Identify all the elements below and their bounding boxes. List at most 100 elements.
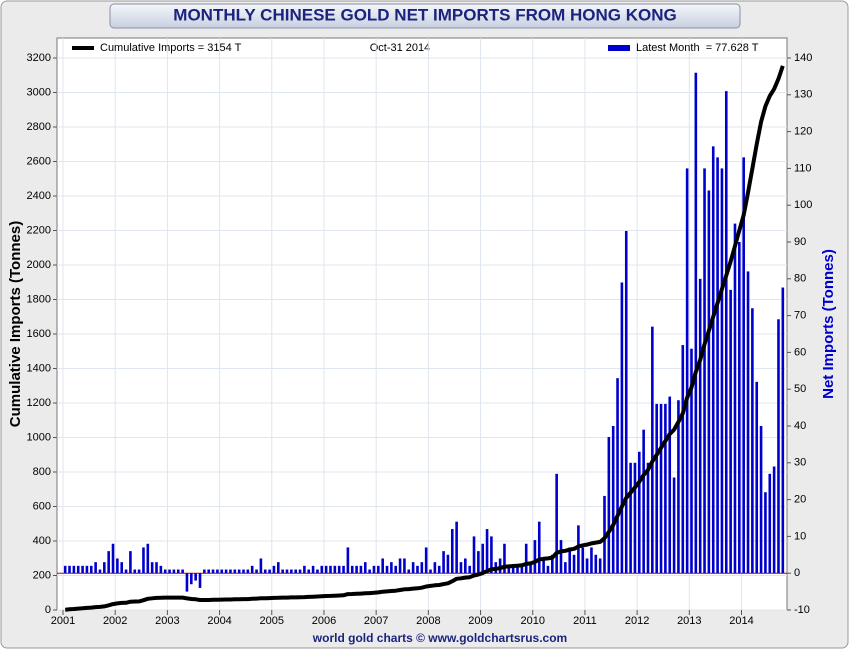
bar (603, 495, 606, 574)
bar (607, 437, 611, 574)
y2-axis-label: Net Imports (Tonnes) (820, 249, 837, 399)
x-tick-label: 2009 (468, 615, 492, 627)
bar (629, 462, 632, 574)
y2-tick-label: 30 (794, 457, 806, 469)
bar (146, 543, 150, 574)
bar (363, 562, 367, 574)
bar (755, 381, 759, 574)
bar (681, 345, 685, 574)
bar (394, 565, 398, 574)
bar (372, 565, 376, 574)
bar (68, 565, 71, 574)
bar (120, 562, 124, 574)
bar (337, 565, 341, 574)
bar (294, 569, 297, 574)
bar (594, 554, 598, 574)
bar (485, 529, 489, 574)
bar (724, 91, 728, 574)
y-tick-label: 1600 (27, 328, 51, 340)
bar (246, 569, 250, 574)
bar (129, 551, 132, 574)
bar (85, 565, 89, 574)
bar (181, 569, 184, 574)
bar (159, 565, 163, 574)
bar (111, 543, 115, 574)
bar (285, 569, 289, 574)
bar (716, 157, 719, 574)
bar (516, 565, 519, 574)
bar (237, 569, 241, 574)
y-tick-label: 1000 (27, 431, 51, 443)
bar (416, 565, 419, 574)
bar (176, 569, 180, 574)
line (65, 65, 785, 612)
bar (698, 278, 702, 574)
bar (81, 565, 84, 574)
bar (551, 554, 554, 574)
legend-swatch (608, 45, 630, 51)
bar (546, 565, 550, 574)
y-axis-label: Cumulative Imports (Tonnes) (7, 221, 24, 427)
bar (342, 565, 345, 574)
bar (311, 565, 315, 574)
bar (116, 558, 119, 574)
bar (581, 547, 585, 574)
y2-tick-label: 10 (794, 530, 806, 542)
y-tick-label: 3000 (27, 86, 51, 98)
chart-title: MONTHLY CHINESE GOLD NET IMPORTS FROM HO… (173, 5, 676, 24)
bar (707, 190, 711, 574)
bar (368, 569, 371, 574)
bar (559, 540, 563, 574)
bar (481, 543, 485, 574)
bar (455, 521, 458, 574)
y2-tick-label: 140 (794, 52, 812, 64)
bar (624, 230, 628, 574)
bar (738, 242, 741, 574)
x-tick-label: 2010 (520, 615, 544, 627)
bar (590, 547, 593, 574)
bar (424, 547, 428, 574)
y-tick-label: 1400 (27, 362, 51, 374)
bar (194, 573, 197, 581)
bar (468, 565, 471, 574)
y-tick-label: 400 (33, 535, 51, 547)
bar (490, 536, 493, 574)
bar (646, 462, 650, 574)
y-tick-label: 2000 (27, 259, 51, 271)
title-bar (109, 3, 741, 29)
bar (211, 569, 215, 574)
bar (377, 565, 380, 574)
bar (107, 551, 110, 574)
bar (94, 562, 97, 574)
bar (268, 569, 271, 574)
bar (759, 426, 763, 574)
bar (233, 569, 237, 574)
y2-tick-label: 120 (794, 126, 812, 138)
bar (568, 547, 572, 574)
legend-label: Latest Month = 77.628 T (636, 42, 759, 54)
bar (651, 326, 654, 574)
bar (464, 558, 467, 574)
y-tick-label: 600 (33, 500, 51, 512)
y2-tick-label: 90 (794, 236, 806, 248)
bar (442, 551, 445, 574)
bar (168, 569, 171, 574)
x-tick-label: 2002 (103, 615, 127, 627)
y2-tick-label: 80 (794, 273, 806, 285)
bar (150, 562, 154, 574)
bar (720, 168, 724, 574)
bar (333, 565, 337, 574)
bar (403, 558, 406, 574)
bar (703, 168, 706, 574)
bar (781, 287, 785, 574)
bar (633, 462, 637, 574)
y-tick-label: 1200 (27, 397, 51, 409)
bar (359, 565, 363, 574)
x-tick-label: 2004 (207, 615, 231, 627)
bar (185, 573, 189, 592)
bar (216, 569, 219, 574)
bar (298, 569, 302, 574)
bar (242, 569, 245, 574)
bar (529, 562, 532, 574)
